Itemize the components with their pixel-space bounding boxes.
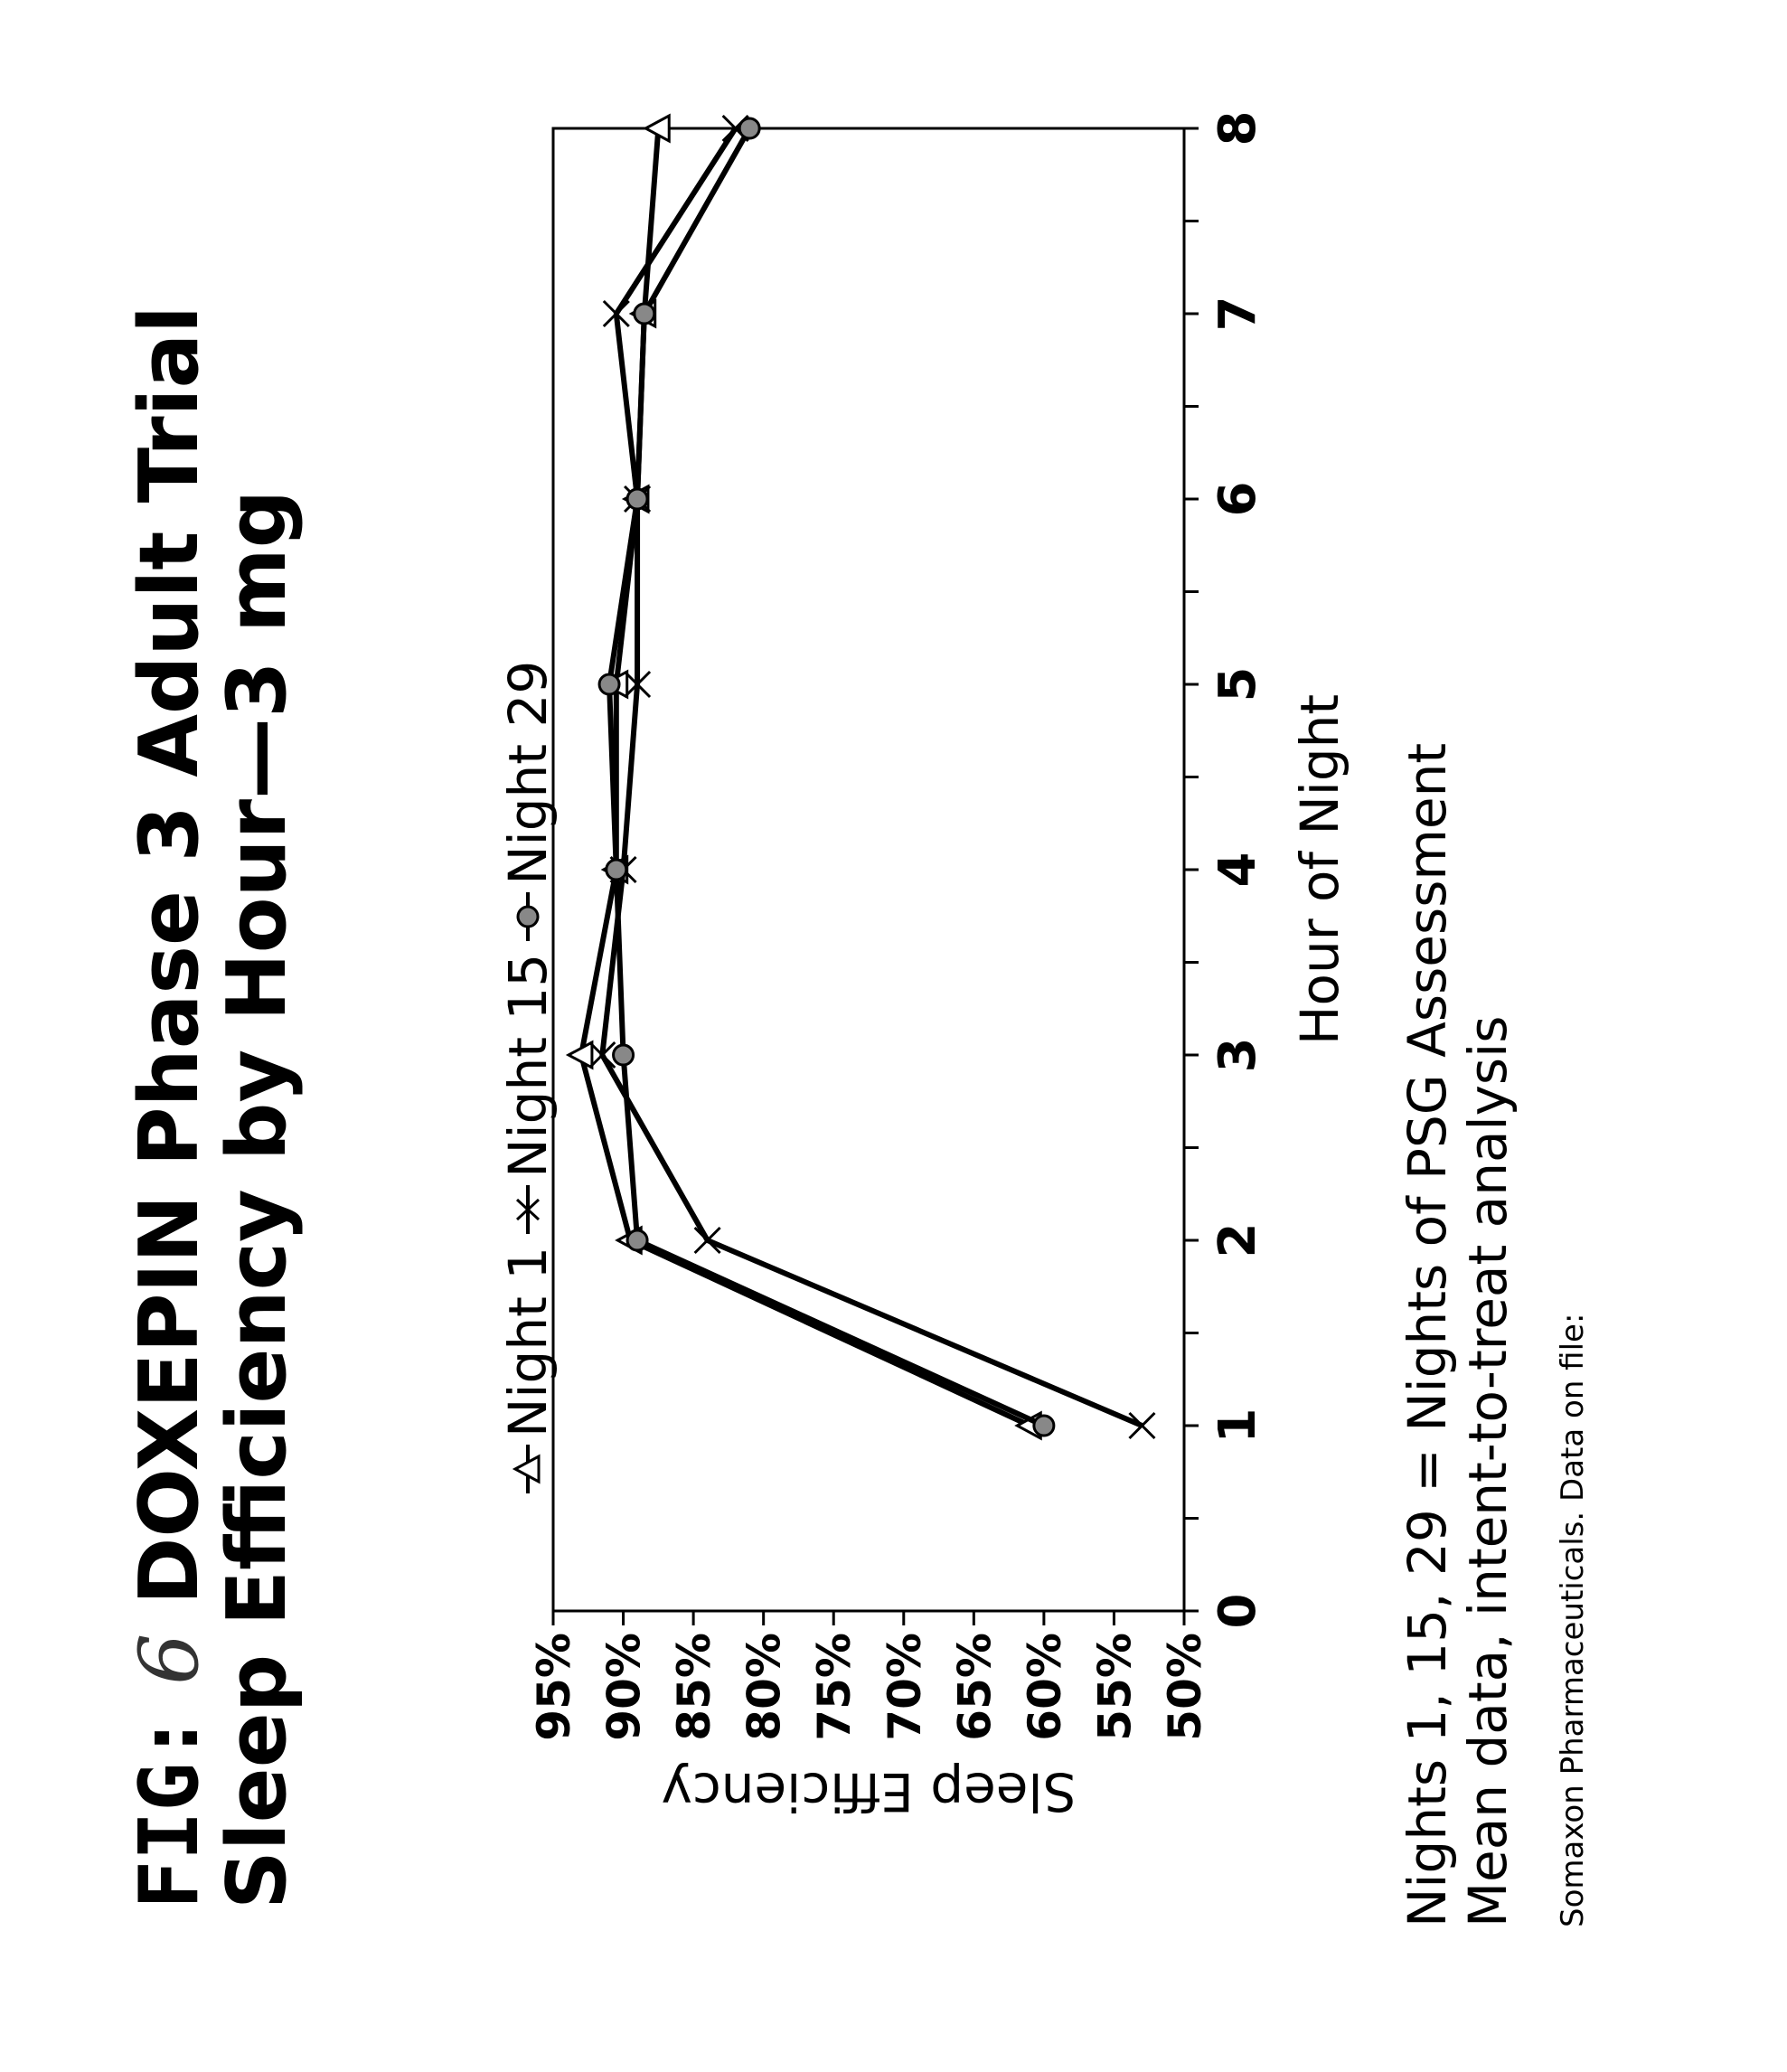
- footnote-source: Somaxon Pharmaceuticals. Data on file:: [1555, 1314, 1591, 1927]
- chart: 50% 55% 60% 65% 70% 75% 80% 85% 90% 95% 0 1 2 3 4 5 6 7 8 H…: [0, 0, 1787, 2072]
- y-tick-label: 70%: [879, 1633, 931, 1741]
- y-tick-label: 55%: [1088, 1633, 1141, 1741]
- data-point-night-29: [1034, 1416, 1054, 1436]
- y-tick-label: 95%: [528, 1633, 580, 1741]
- y-tick-label: 75%: [808, 1633, 861, 1741]
- x-tick-label: 2: [1209, 1223, 1267, 1258]
- plot-area-frame: [553, 128, 1184, 1611]
- x-tick-label: 5: [1209, 667, 1267, 702]
- y-tick-label: 50%: [1159, 1633, 1211, 1741]
- data-point-night-15: [1129, 1413, 1154, 1438]
- y-tick-label: 85%: [668, 1633, 720, 1741]
- rotated-figure: FIG: 6 DOXEPIN Phase 3 Adult Trial Sleep…: [0, 0, 1787, 2072]
- series-line-night-15: [602, 128, 1142, 1426]
- data-point-night-29: [599, 674, 619, 694]
- data-point-night-29: [627, 1230, 647, 1250]
- y-axis-label: Sleep Efficiency: [662, 1761, 1077, 1822]
- x-tick-label: 4: [1209, 852, 1267, 888]
- y-tick-label: 80%: [738, 1633, 791, 1741]
- x-tick-label: 6: [1209, 482, 1267, 517]
- series-line-night-29: [609, 128, 1044, 1426]
- y-tick-label: 90%: [598, 1633, 651, 1741]
- x-tick-label: 0: [1209, 1594, 1267, 1629]
- footnote-nights: Nights 1, 15, 29 = Nights of PSG Assessm…: [1397, 743, 1458, 1927]
- footnote-analysis: Mean data, intent-to-treat analysis: [1457, 1016, 1519, 1928]
- x-tick-label: 7: [1209, 297, 1267, 332]
- x-tick-label: 8: [1209, 111, 1267, 146]
- y-tick-label: 60%: [1019, 1633, 1071, 1741]
- data-point-night-29: [627, 489, 647, 509]
- x-axis-label: Hour of Night: [1289, 694, 1350, 1045]
- data-point-night-15: [695, 1228, 720, 1253]
- data-point-night-29: [614, 1045, 634, 1065]
- y-tick-label: 65%: [948, 1633, 1001, 1741]
- data-point-night-29: [739, 118, 759, 138]
- x-tick-label: 3: [1209, 1038, 1267, 1073]
- data-point-night-29: [635, 304, 654, 324]
- data-point-night-29: [607, 860, 626, 880]
- x-tick-label: 1: [1209, 1408, 1267, 1444]
- page: FIG: 6 DOXEPIN Phase 3 Adult Trial Sleep…: [0, 0, 1787, 2072]
